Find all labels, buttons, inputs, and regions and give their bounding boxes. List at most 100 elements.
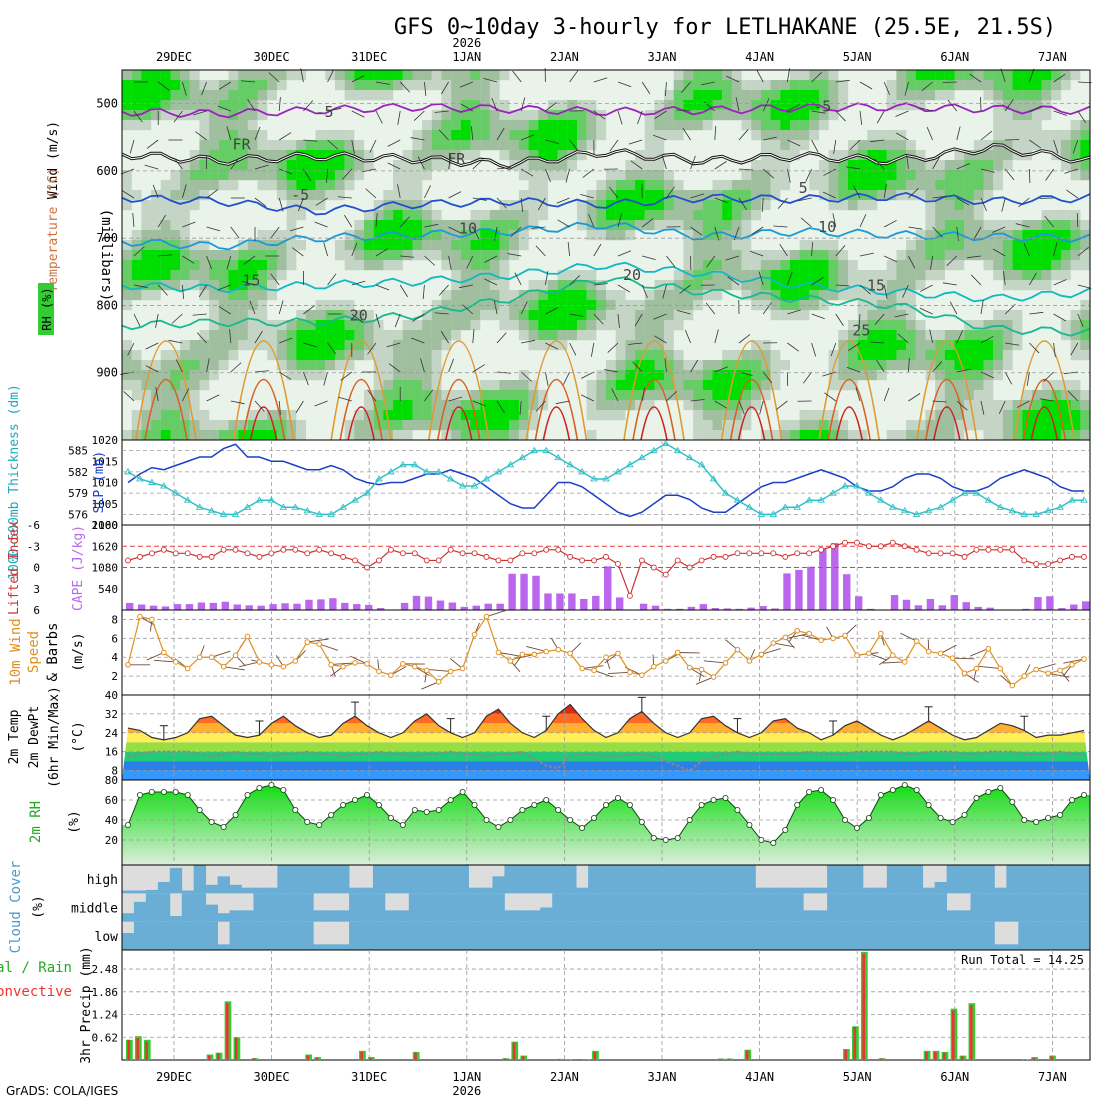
rh-cell [925,240,936,251]
lifted-index-marker [734,550,741,557]
rh-cell [857,180,868,191]
rh-cell [470,390,481,401]
rh-cell [886,260,897,271]
rh-cell [160,200,171,211]
wind-barb [800,217,812,228]
rh-cell [838,360,849,371]
rh-cell [315,180,326,191]
rh-cell [780,110,791,121]
rh-cell [538,170,549,181]
wind-barb [811,110,826,114]
rh-cell [470,120,481,131]
rh-cell [383,80,394,91]
rh-cell [364,80,374,91]
rh-cell [257,410,268,421]
label: 1000-500mb Thickness (dm) [7,384,22,580]
rh-cell [431,80,442,91]
wind-barb-10m [1048,672,1070,678]
wind-barb [303,305,315,315]
wind-barb [666,391,677,402]
rh-cell [441,420,452,431]
rh-cell [838,350,849,361]
rh-cell [915,100,926,111]
rh-cell [1012,90,1023,101]
rh-cell [1022,140,1033,151]
rh-cell [470,320,481,331]
rh-cell [141,200,152,211]
rh-cell [402,410,413,421]
rh-cell [170,260,181,271]
wind-barb [676,309,691,315]
rh-cell [635,310,645,321]
rh-cell [160,350,171,361]
rh-cell [238,170,248,181]
rh-cell [364,90,374,101]
rh-cell [838,260,849,271]
rh-cell [625,170,636,181]
rh-cell [170,90,181,101]
rh-cell [209,120,219,131]
wind-barb [278,400,281,415]
rh-cell [877,340,887,351]
wind-barb [973,226,982,240]
rh-cell [896,320,907,331]
wind-barb [992,248,1006,257]
wind-barb [593,243,602,257]
rh-cell [818,260,829,271]
rh-cell [935,250,945,261]
wind-barb [438,284,449,296]
rh-marker [734,807,741,814]
rh-marker [626,802,633,809]
rh-cell [964,200,974,211]
thickness-marker [709,475,718,482]
rh-cell [141,270,152,281]
rh-cell [431,350,442,361]
rh-cell [1060,130,1071,141]
wind-barb [520,97,526,112]
rh-cell [828,360,839,371]
rh-cell [228,350,239,361]
rh-cell [470,290,481,301]
rh-cell [1022,80,1033,91]
rh-cell [470,220,481,231]
rh-cell [993,370,1003,381]
rh-cell [518,390,529,401]
wind-speed-marker [758,651,765,658]
rh-cell [393,170,403,181]
rh-cell [480,430,490,441]
rh-cell [848,360,858,371]
wind-speed-marker [1033,666,1039,673]
rh-cell [973,150,984,161]
temp-band [122,704,1090,714]
warm-isotherm-loop [542,406,571,441]
rh-cell [257,320,268,331]
rh-cell [673,280,684,291]
wind-barb [714,161,727,170]
rh-cell [1002,140,1013,151]
wind-barb-10m [153,659,176,663]
wind-barb [811,242,813,257]
rh-cell [286,330,297,341]
rh-cell [451,100,461,111]
rh-cell [731,210,742,221]
rh-cell [1080,260,1091,271]
rh-cell [431,220,442,231]
wind-barb [230,400,245,405]
wind-speed-marker [615,650,621,657]
cape-bar [197,602,206,610]
wind-barb [859,252,874,257]
rh-marker [806,789,813,796]
rh-cell [170,250,181,261]
thickness-marker [255,496,264,503]
rh-marker [830,797,837,804]
rh-cell [722,420,732,431]
rh-cell [305,370,316,381]
rh-cell [877,270,887,281]
warm-isotherm-loop [525,340,588,441]
wind-speed-marker [555,646,562,653]
rh-cell [528,200,539,211]
rh-cell [199,430,210,441]
rh-cell [209,90,219,101]
rh-cell [228,100,239,111]
rh-cell [412,140,423,151]
